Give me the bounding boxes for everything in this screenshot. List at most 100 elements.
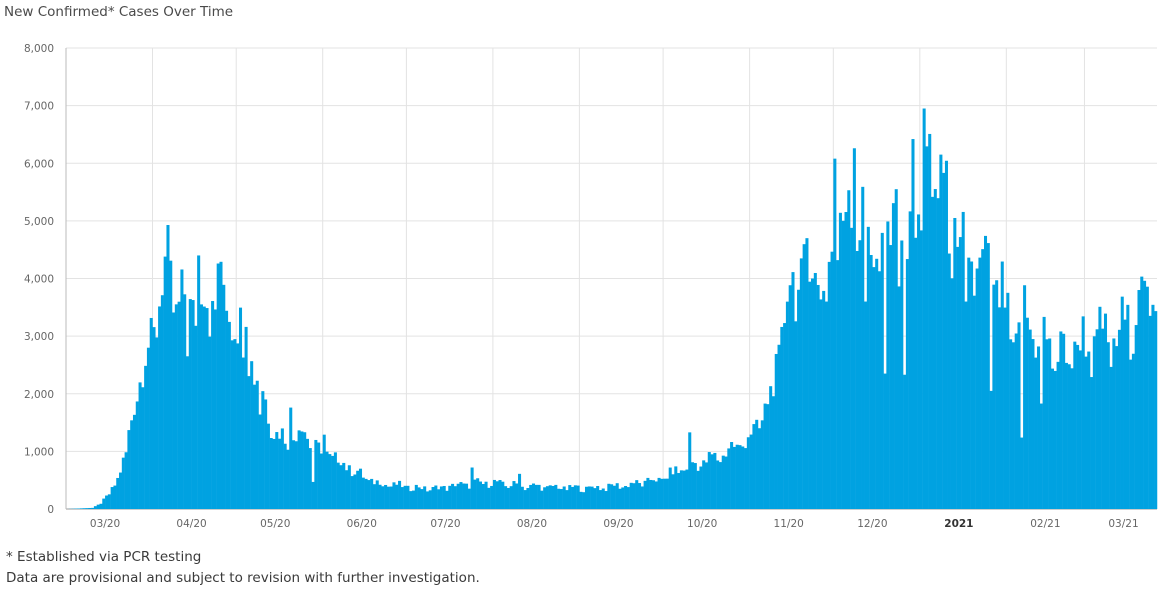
bar	[875, 258, 879, 509]
bar	[465, 483, 469, 509]
bar	[1064, 362, 1068, 509]
bar	[1092, 336, 1096, 509]
bar	[1120, 296, 1124, 509]
bar	[590, 486, 594, 509]
bar	[565, 490, 569, 509]
bar	[635, 480, 639, 509]
bar	[305, 438, 309, 509]
bar	[1073, 341, 1077, 509]
bar	[1025, 317, 1029, 509]
bar	[1011, 342, 1015, 509]
bar	[478, 481, 482, 509]
bar	[897, 286, 901, 509]
x-tick-label: 09/20	[603, 518, 633, 530]
bar	[864, 301, 868, 509]
bar	[211, 301, 215, 509]
bar	[718, 462, 722, 509]
bar	[356, 470, 360, 509]
bar	[451, 483, 455, 509]
bar	[579, 491, 583, 509]
bar	[119, 472, 123, 509]
bar	[445, 490, 449, 509]
bar	[197, 255, 201, 509]
bar	[504, 486, 508, 509]
bar	[1076, 344, 1080, 509]
bar	[668, 467, 672, 509]
bar	[470, 467, 474, 509]
bar	[769, 386, 773, 509]
bar	[970, 261, 974, 509]
bar	[152, 327, 156, 509]
bar	[861, 186, 865, 509]
bar	[280, 428, 284, 509]
bar	[643, 480, 647, 509]
bar	[1126, 304, 1130, 509]
bar	[403, 485, 407, 509]
bar	[174, 304, 178, 509]
bar	[730, 442, 734, 509]
bar	[409, 491, 413, 509]
bar	[149, 317, 153, 509]
bar	[1131, 353, 1135, 509]
bar	[512, 481, 516, 509]
bar	[102, 498, 106, 509]
bar	[269, 438, 273, 509]
y-tick-label: 7,000	[24, 101, 54, 113]
bar	[1014, 333, 1018, 509]
x-tick-label: 12/20	[857, 518, 887, 530]
bar	[88, 507, 92, 509]
bar	[113, 485, 117, 509]
bar	[99, 503, 103, 509]
bar	[967, 257, 971, 509]
bar	[607, 483, 611, 509]
bar	[501, 481, 505, 509]
bar	[1087, 351, 1091, 509]
bar	[509, 486, 513, 509]
bar	[518, 473, 522, 509]
bar	[621, 487, 625, 509]
bar	[350, 476, 354, 509]
bar	[785, 301, 789, 509]
bar	[1154, 311, 1158, 509]
bar	[1048, 338, 1052, 509]
bar	[545, 486, 549, 509]
bar	[830, 251, 834, 509]
bar	[286, 449, 290, 509]
bar	[411, 490, 416, 509]
bar	[325, 451, 329, 509]
bar	[222, 284, 226, 509]
bar	[956, 246, 960, 509]
bar	[453, 486, 457, 509]
bar	[978, 257, 982, 509]
bar	[571, 486, 575, 509]
bar	[624, 486, 628, 509]
bar	[654, 481, 658, 509]
bar	[239, 307, 243, 509]
bar	[805, 238, 809, 509]
bar	[1050, 368, 1055, 509]
bar	[202, 306, 206, 509]
bar	[950, 278, 954, 509]
x-tick-label: 05/20	[260, 518, 290, 530]
bar	[827, 261, 831, 509]
bar	[1081, 316, 1085, 509]
bar	[367, 480, 371, 509]
bar	[900, 240, 904, 510]
bar	[1129, 359, 1133, 509]
bar	[1053, 370, 1057, 509]
bar	[1084, 356, 1088, 509]
bar	[869, 255, 873, 509]
bar	[984, 235, 988, 509]
bar	[855, 251, 859, 509]
bar	[398, 480, 402, 509]
bar	[308, 448, 312, 509]
bar	[297, 430, 301, 509]
x-tick-label: 06/20	[347, 518, 377, 530]
bar	[283, 443, 287, 509]
bar	[1042, 316, 1046, 509]
bar	[166, 225, 170, 509]
bar	[858, 240, 862, 510]
bar	[1023, 285, 1027, 509]
bar	[456, 483, 460, 509]
bar	[437, 489, 441, 509]
